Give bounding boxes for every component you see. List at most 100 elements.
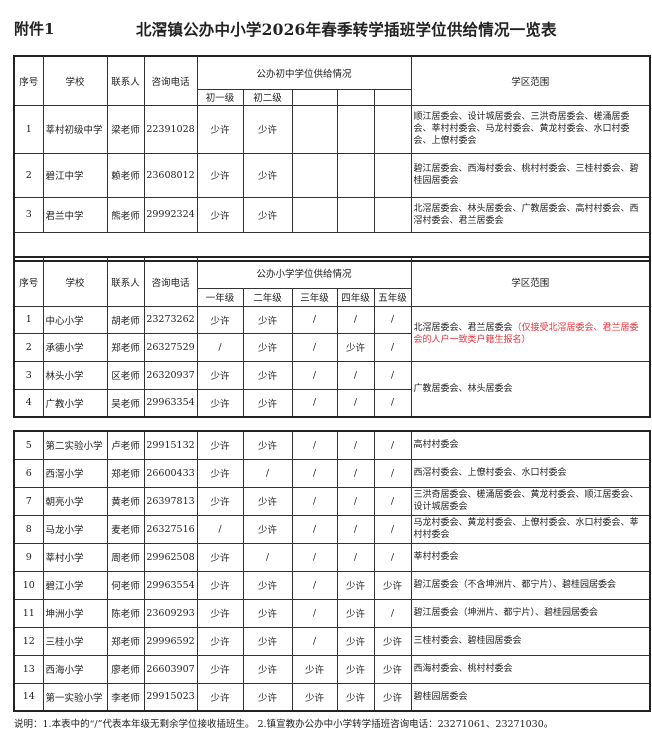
header-school: 学校 bbox=[42, 256, 108, 307]
seat-availability: / bbox=[291, 626, 338, 656]
seat-availability: 少许 bbox=[196, 152, 244, 198]
table-row: 2 碧江中学 赖老师 23608012 少许 少许 碧江居委会、西海村委会、桃村村委会、三桂… bbox=[13, 152, 651, 198]
seat-availability: 少许 bbox=[196, 570, 244, 600]
seat-availability bbox=[291, 196, 338, 233]
seat-availability: 少许 bbox=[336, 682, 375, 712]
seat-availability: / bbox=[373, 360, 412, 390]
contact-name: 梁老师 bbox=[106, 104, 145, 154]
seat-availability: / bbox=[373, 598, 412, 628]
seat-availability: / bbox=[336, 458, 375, 488]
seat-availability: / bbox=[291, 514, 338, 544]
seat-availability: 少许 bbox=[336, 654, 375, 684]
contact-name: 何老师 bbox=[106, 570, 145, 600]
school-district: 碧江居委会（不含坤洲片、都宁片）、碧桂园居委会 bbox=[410, 570, 651, 600]
seat-availability: 少许 bbox=[373, 654, 412, 684]
phone-number: 29992324 bbox=[143, 196, 198, 233]
school-district: 北滘居委会、林头居委会、广教居委会、高村村委会、西滘村委会、君兰居委会 bbox=[410, 196, 651, 233]
row-no: 3 bbox=[13, 360, 44, 390]
seat-availability bbox=[373, 152, 412, 198]
school-name: 莘村初级中学 bbox=[42, 104, 108, 154]
school-district: 马龙村委会、黄龙村委会、上僚村委会、水口村委会、莘村村委会 bbox=[410, 514, 651, 544]
school-district: 西海村委会、桃村村委会 bbox=[410, 654, 651, 684]
header-grade: 初一级 bbox=[196, 88, 244, 106]
seat-availability: 少许 bbox=[242, 570, 293, 600]
header-phone: 咨询电话 bbox=[143, 55, 198, 106]
school-name: 广教小学 bbox=[42, 388, 108, 418]
header-region: 学区范围 bbox=[410, 55, 651, 106]
row-no: 2 bbox=[13, 152, 44, 198]
row-no: 13 bbox=[13, 654, 44, 684]
contact-name: 郑老师 bbox=[106, 332, 145, 362]
school-district: 三洪奇居委会、槎涌居委会、黄龙村委会、顺江居委会、设计城居委会 bbox=[410, 486, 651, 516]
seat-availability: 少许 bbox=[291, 682, 338, 712]
contact-name: 区老师 bbox=[106, 360, 145, 390]
school-name: 西海小学 bbox=[42, 654, 108, 684]
phone-number: 23608012 bbox=[143, 152, 198, 198]
seat-availability bbox=[291, 104, 338, 154]
seat-availability: 少许 bbox=[291, 654, 338, 684]
header-grade bbox=[373, 88, 412, 106]
contact-name: 黄老师 bbox=[106, 486, 145, 516]
seat-availability: / bbox=[373, 458, 412, 488]
table-row: 12 三桂小学 郑老师 29996592 少许 少许 / 少许 少许 三桂村委会、碧桂园居委会 bbox=[13, 626, 651, 656]
seat-availability: 少许 bbox=[196, 360, 244, 390]
contact-name: 陈老师 bbox=[106, 598, 145, 628]
row-no: 3 bbox=[13, 196, 44, 233]
seat-availability: 少许 bbox=[373, 682, 412, 712]
table-row: 3 林头小学 区老师 26320937 少许 少许 / / / 广教居委会、林头居委会 bbox=[13, 360, 651, 418]
seat-availability: 少许 bbox=[373, 626, 412, 656]
school-district: 北滘居委会、君兰居委会（仅接受北滘居委会、君兰居委会的人户一致类户籍生报名） bbox=[410, 305, 651, 362]
phone-number: 29963554 bbox=[143, 570, 198, 600]
header-grade: 四年级 bbox=[336, 287, 375, 307]
header-grade bbox=[291, 88, 338, 106]
seat-availability: / bbox=[336, 542, 375, 572]
primary-school-table-a: 序号 学校 联系人 咨询电话 公办小学学位供给情况 学区范围 一年级 二年级 三年级 四年级 五年级… bbox=[13, 256, 651, 418]
school-name: 莘村小学 bbox=[42, 542, 108, 572]
row-no: 5 bbox=[13, 430, 44, 460]
table-row: 1 莘村初级中学 梁老师 22391028 少许 少许 顺江居委会、设计城居委会、三洪奇居委… bbox=[13, 104, 651, 154]
footnote: 说明：1.本表中的“/”代表本年级无剩余学位接收插班生。 2.镇宣教办公办中小学… bbox=[14, 719, 554, 730]
contact-name: 李老师 bbox=[106, 682, 145, 712]
seat-availability: / bbox=[373, 430, 412, 460]
school-name: 中心小学 bbox=[42, 305, 108, 334]
phone-number: 26603907 bbox=[143, 654, 198, 684]
attachment-label: 附件1 bbox=[14, 20, 55, 38]
school-name: 三桂小学 bbox=[42, 626, 108, 656]
header-grade: 二年级 bbox=[242, 287, 293, 307]
contact-name: 胡老师 bbox=[106, 305, 145, 334]
row-no: 8 bbox=[13, 514, 44, 544]
contact-name: 赖老师 bbox=[106, 152, 145, 198]
header-group: 公办小学学位供给情况 bbox=[196, 256, 412, 289]
row-no: 11 bbox=[13, 598, 44, 628]
school-district: 莘村村委会 bbox=[410, 542, 651, 572]
seat-availability: / bbox=[196, 514, 244, 544]
school-district: 碧桂园居委会 bbox=[410, 682, 651, 712]
contact-name: 卢老师 bbox=[106, 430, 145, 460]
seat-availability: / bbox=[291, 570, 338, 600]
seat-availability: / bbox=[336, 388, 375, 418]
seat-availability: 少许 bbox=[336, 626, 375, 656]
seat-availability: 少许 bbox=[242, 152, 293, 198]
seat-availability: 少许 bbox=[196, 430, 244, 460]
seat-availability: 少许 bbox=[196, 626, 244, 656]
phone-number: 29963354 bbox=[143, 388, 198, 418]
header-phone: 咨询电话 bbox=[143, 256, 198, 307]
seat-availability bbox=[336, 104, 375, 154]
seat-availability: 少许 bbox=[196, 104, 244, 154]
school-name: 君兰中学 bbox=[42, 196, 108, 233]
district-restriction-note: （仅接受北滘居委会、君兰居委会的人户一致类户籍生报名） bbox=[413, 322, 639, 345]
school-district: 高村村委会 bbox=[410, 430, 651, 460]
seat-availability: 少许 bbox=[242, 486, 293, 516]
contact-name: 郑老师 bbox=[106, 626, 145, 656]
seat-availability: 少许 bbox=[242, 430, 293, 460]
phone-number: 26320937 bbox=[143, 360, 198, 390]
seat-availability: / bbox=[373, 305, 412, 334]
seat-availability: / bbox=[242, 458, 293, 488]
seat-availability bbox=[291, 152, 338, 198]
seat-availability: / bbox=[291, 486, 338, 516]
header-grade bbox=[336, 88, 375, 106]
seat-availability: / bbox=[336, 514, 375, 544]
school-name: 林头小学 bbox=[42, 360, 108, 390]
seat-availability: 少许 bbox=[242, 626, 293, 656]
phone-number: 26600433 bbox=[143, 458, 198, 488]
